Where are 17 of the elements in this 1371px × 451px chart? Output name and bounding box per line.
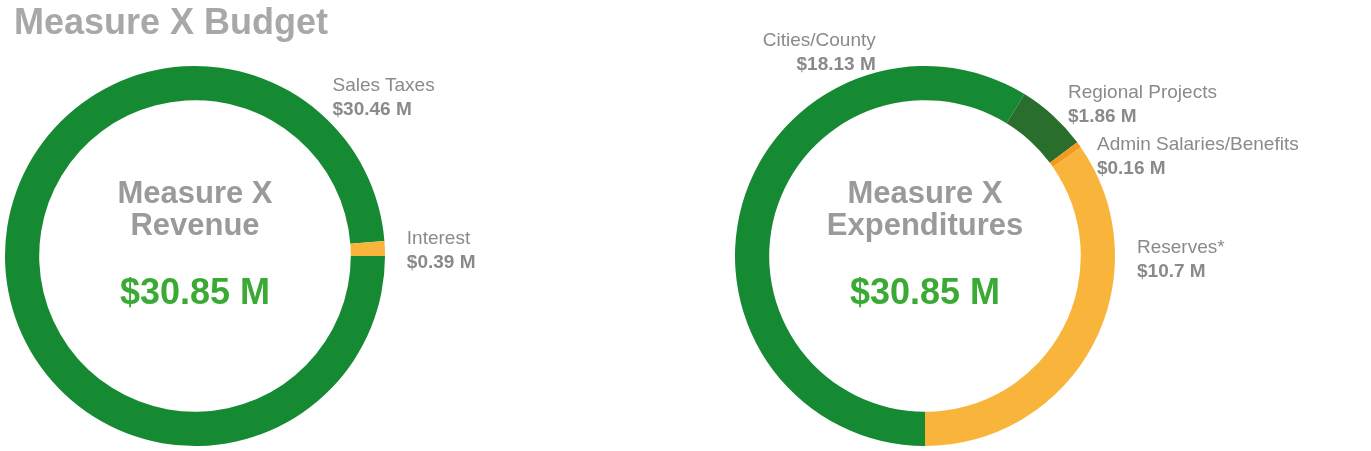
text: Measure X Revenue xyxy=(117,174,273,242)
data-label: $10.7 M xyxy=(1137,259,1206,281)
text: Measure X Expenditures xyxy=(826,174,1024,242)
slice-label: Sales Taxes xyxy=(332,73,435,95)
data-label: $1.86 M xyxy=(1068,104,1137,126)
slice-label: Reserves* xyxy=(1137,235,1226,257)
data-label: $0.39 M xyxy=(406,250,476,272)
data-label: $0.16 M xyxy=(1096,156,1166,178)
slice-label: Cities/County xyxy=(762,28,877,50)
text: $30.85 M xyxy=(849,270,1001,312)
slice-label: Interest xyxy=(406,226,471,248)
slice-label: Regional Projects xyxy=(1068,80,1217,102)
text: $30.85 M xyxy=(119,270,271,312)
data-label: $18.13 M xyxy=(796,52,876,74)
data-label: $30.46 M xyxy=(332,97,412,119)
slice-label: Admin Salaries/Benefits xyxy=(1096,132,1299,154)
text: Measure X Budget xyxy=(14,0,329,42)
